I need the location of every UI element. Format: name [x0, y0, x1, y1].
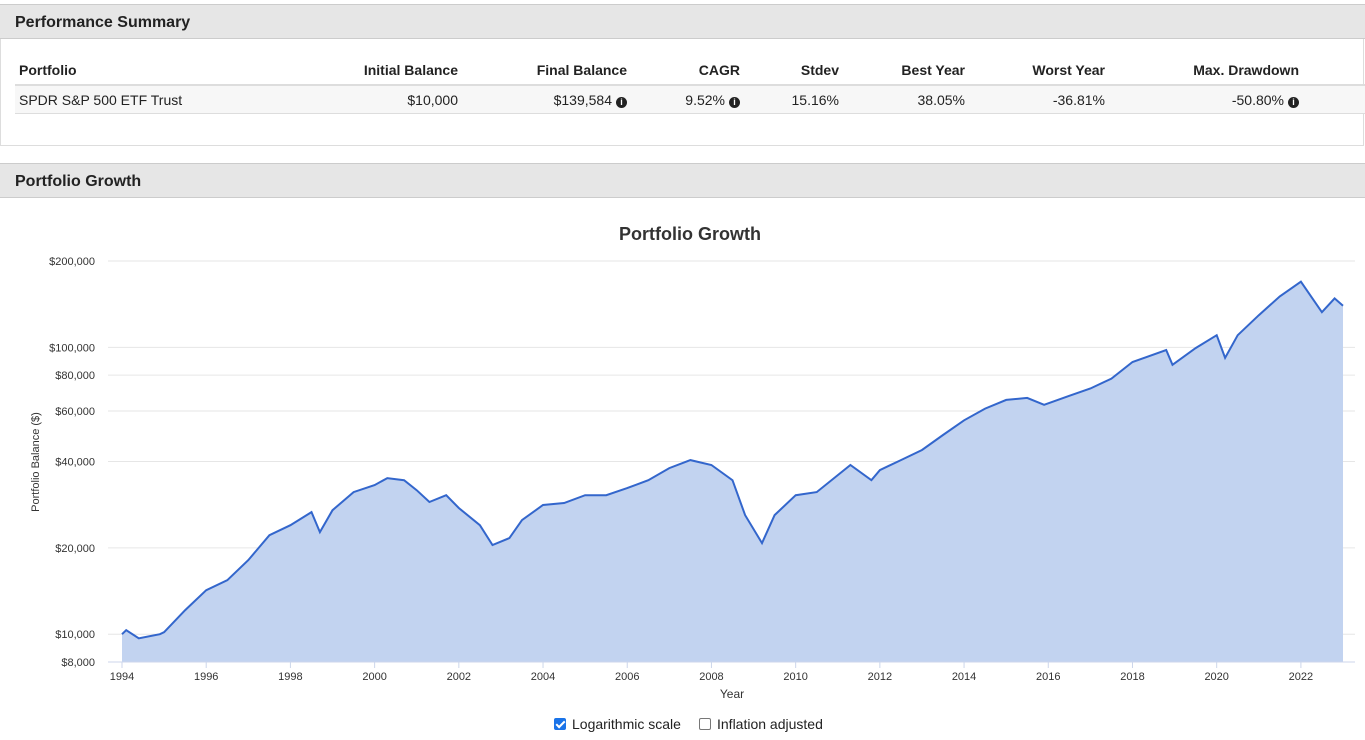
area: [122, 281, 1343, 662]
column-header-text: Max. Drawdown: [1193, 62, 1299, 78]
checkbox[interactable]: [699, 718, 711, 730]
checkbox-label[interactable]: Inflation adjusted: [717, 716, 823, 732]
table-cell-text: -50.80%: [1231, 92, 1284, 108]
table-cell: 38.05%: [918, 92, 965, 108]
y-tick-label: $40,000: [55, 457, 95, 469]
column-header: Worst Year: [1032, 62, 1105, 78]
x-tick-label: 1998: [278, 671, 302, 683]
info-icon[interactable]: i: [1288, 97, 1299, 108]
checkbox[interactable]: [554, 718, 566, 730]
x-tick-label: 2006: [615, 671, 639, 683]
panel-title: Performance Summary: [15, 14, 191, 31]
y-tick-label: $8,000: [61, 657, 95, 669]
table-row: [15, 86, 1365, 114]
column-header-text: Best Year: [901, 62, 965, 78]
column-header: Max. Drawdown: [1193, 62, 1299, 78]
x-tick-label: 2008: [699, 671, 723, 683]
table-cell-text: $10,000: [407, 92, 458, 108]
x-tick-label: 2004: [531, 671, 555, 683]
x-tick-label: 2002: [447, 671, 471, 683]
x-tick-label: 2014: [952, 671, 976, 683]
checkbox-label[interactable]: Logarithmic scale: [572, 716, 681, 732]
column-header: Portfolio: [19, 62, 77, 78]
x-tick-label: 1994: [110, 671, 134, 683]
panel-title: Portfolio Growth: [15, 173, 142, 190]
chart: Portfolio Growth $8,000 $10,000 $20,000 $40,…: [30, 224, 1355, 701]
panel-header: Performance Summary: [0, 4, 1365, 39]
table-cell: $10,000: [407, 92, 458, 108]
table-cell-text: 15.16%: [791, 92, 839, 108]
x-axis-title: Year: [720, 687, 744, 701]
table-cell-text: $139,584: [553, 92, 612, 108]
chart-title: Portfolio Growth: [619, 224, 761, 244]
table-cell: 9.52% i: [685, 92, 740, 108]
column-header-text: Worst Year: [1032, 62, 1105, 78]
x-tick-label: 1996: [194, 671, 218, 683]
y-tick-label: $10,000: [55, 629, 95, 641]
column-header-text: Portfolio: [19, 62, 77, 78]
checkbox-option[interactable]: Inflation adjusted: [699, 716, 823, 732]
column-header: Best Year: [901, 62, 965, 78]
info-icon[interactable]: i: [729, 97, 740, 108]
y-tick-label: $20,000: [55, 543, 95, 555]
y-tick-label: $100,000: [49, 342, 95, 354]
column-header-text: Stdev: [800, 62, 839, 78]
y-tick-label: $60,000: [55, 406, 95, 418]
table-cell-text: -36.81%: [1052, 92, 1105, 108]
table-cell-text: 9.52%: [685, 92, 725, 108]
checkbox-option[interactable]: Logarithmic scale: [554, 716, 681, 732]
x-tick-label: 2016: [1036, 671, 1060, 683]
table-rule: [15, 84, 1365, 86]
table-cell: 15.16%: [792, 92, 839, 108]
table-cell-text: SPDR S&P 500 ETF Trust: [19, 92, 183, 108]
column-header-text: CAGR: [698, 62, 740, 78]
table-cell: $139,584 i: [554, 92, 627, 108]
info-icon[interactable]: i: [616, 97, 627, 108]
x-tick-label: 2010: [783, 671, 807, 683]
column-header-text: Final Balance: [536, 62, 627, 78]
y-tick-label: $80,000: [55, 370, 95, 382]
y-axis-title: Portfolio Balance ($): [30, 412, 42, 512]
x-tick-label: 2018: [1120, 671, 1144, 683]
x-tick-label: 2020: [1204, 671, 1228, 683]
column-header: Final Balance: [537, 62, 627, 78]
table-cell: -36.81%: [1053, 92, 1105, 108]
x-tick-label: 2012: [868, 671, 892, 683]
panel-header: Portfolio Growth: [0, 163, 1365, 198]
column-header-text: Initial Balance: [363, 62, 458, 78]
y-tick-label: $200,000: [49, 256, 95, 268]
x-tick-label: 2022: [1289, 671, 1313, 683]
x-tick-label: 2000: [362, 671, 386, 683]
line: [121, 280, 1344, 640]
column-header: Initial Balance: [364, 62, 458, 78]
table-cell-text: 38.05%: [917, 92, 965, 108]
column-header: Stdev: [801, 62, 839, 78]
column-header: CAGR: [699, 62, 740, 78]
table-cell: -50.80% i: [1232, 92, 1299, 108]
table-cell: SPDR S&P 500 ETF Trust: [19, 92, 182, 108]
